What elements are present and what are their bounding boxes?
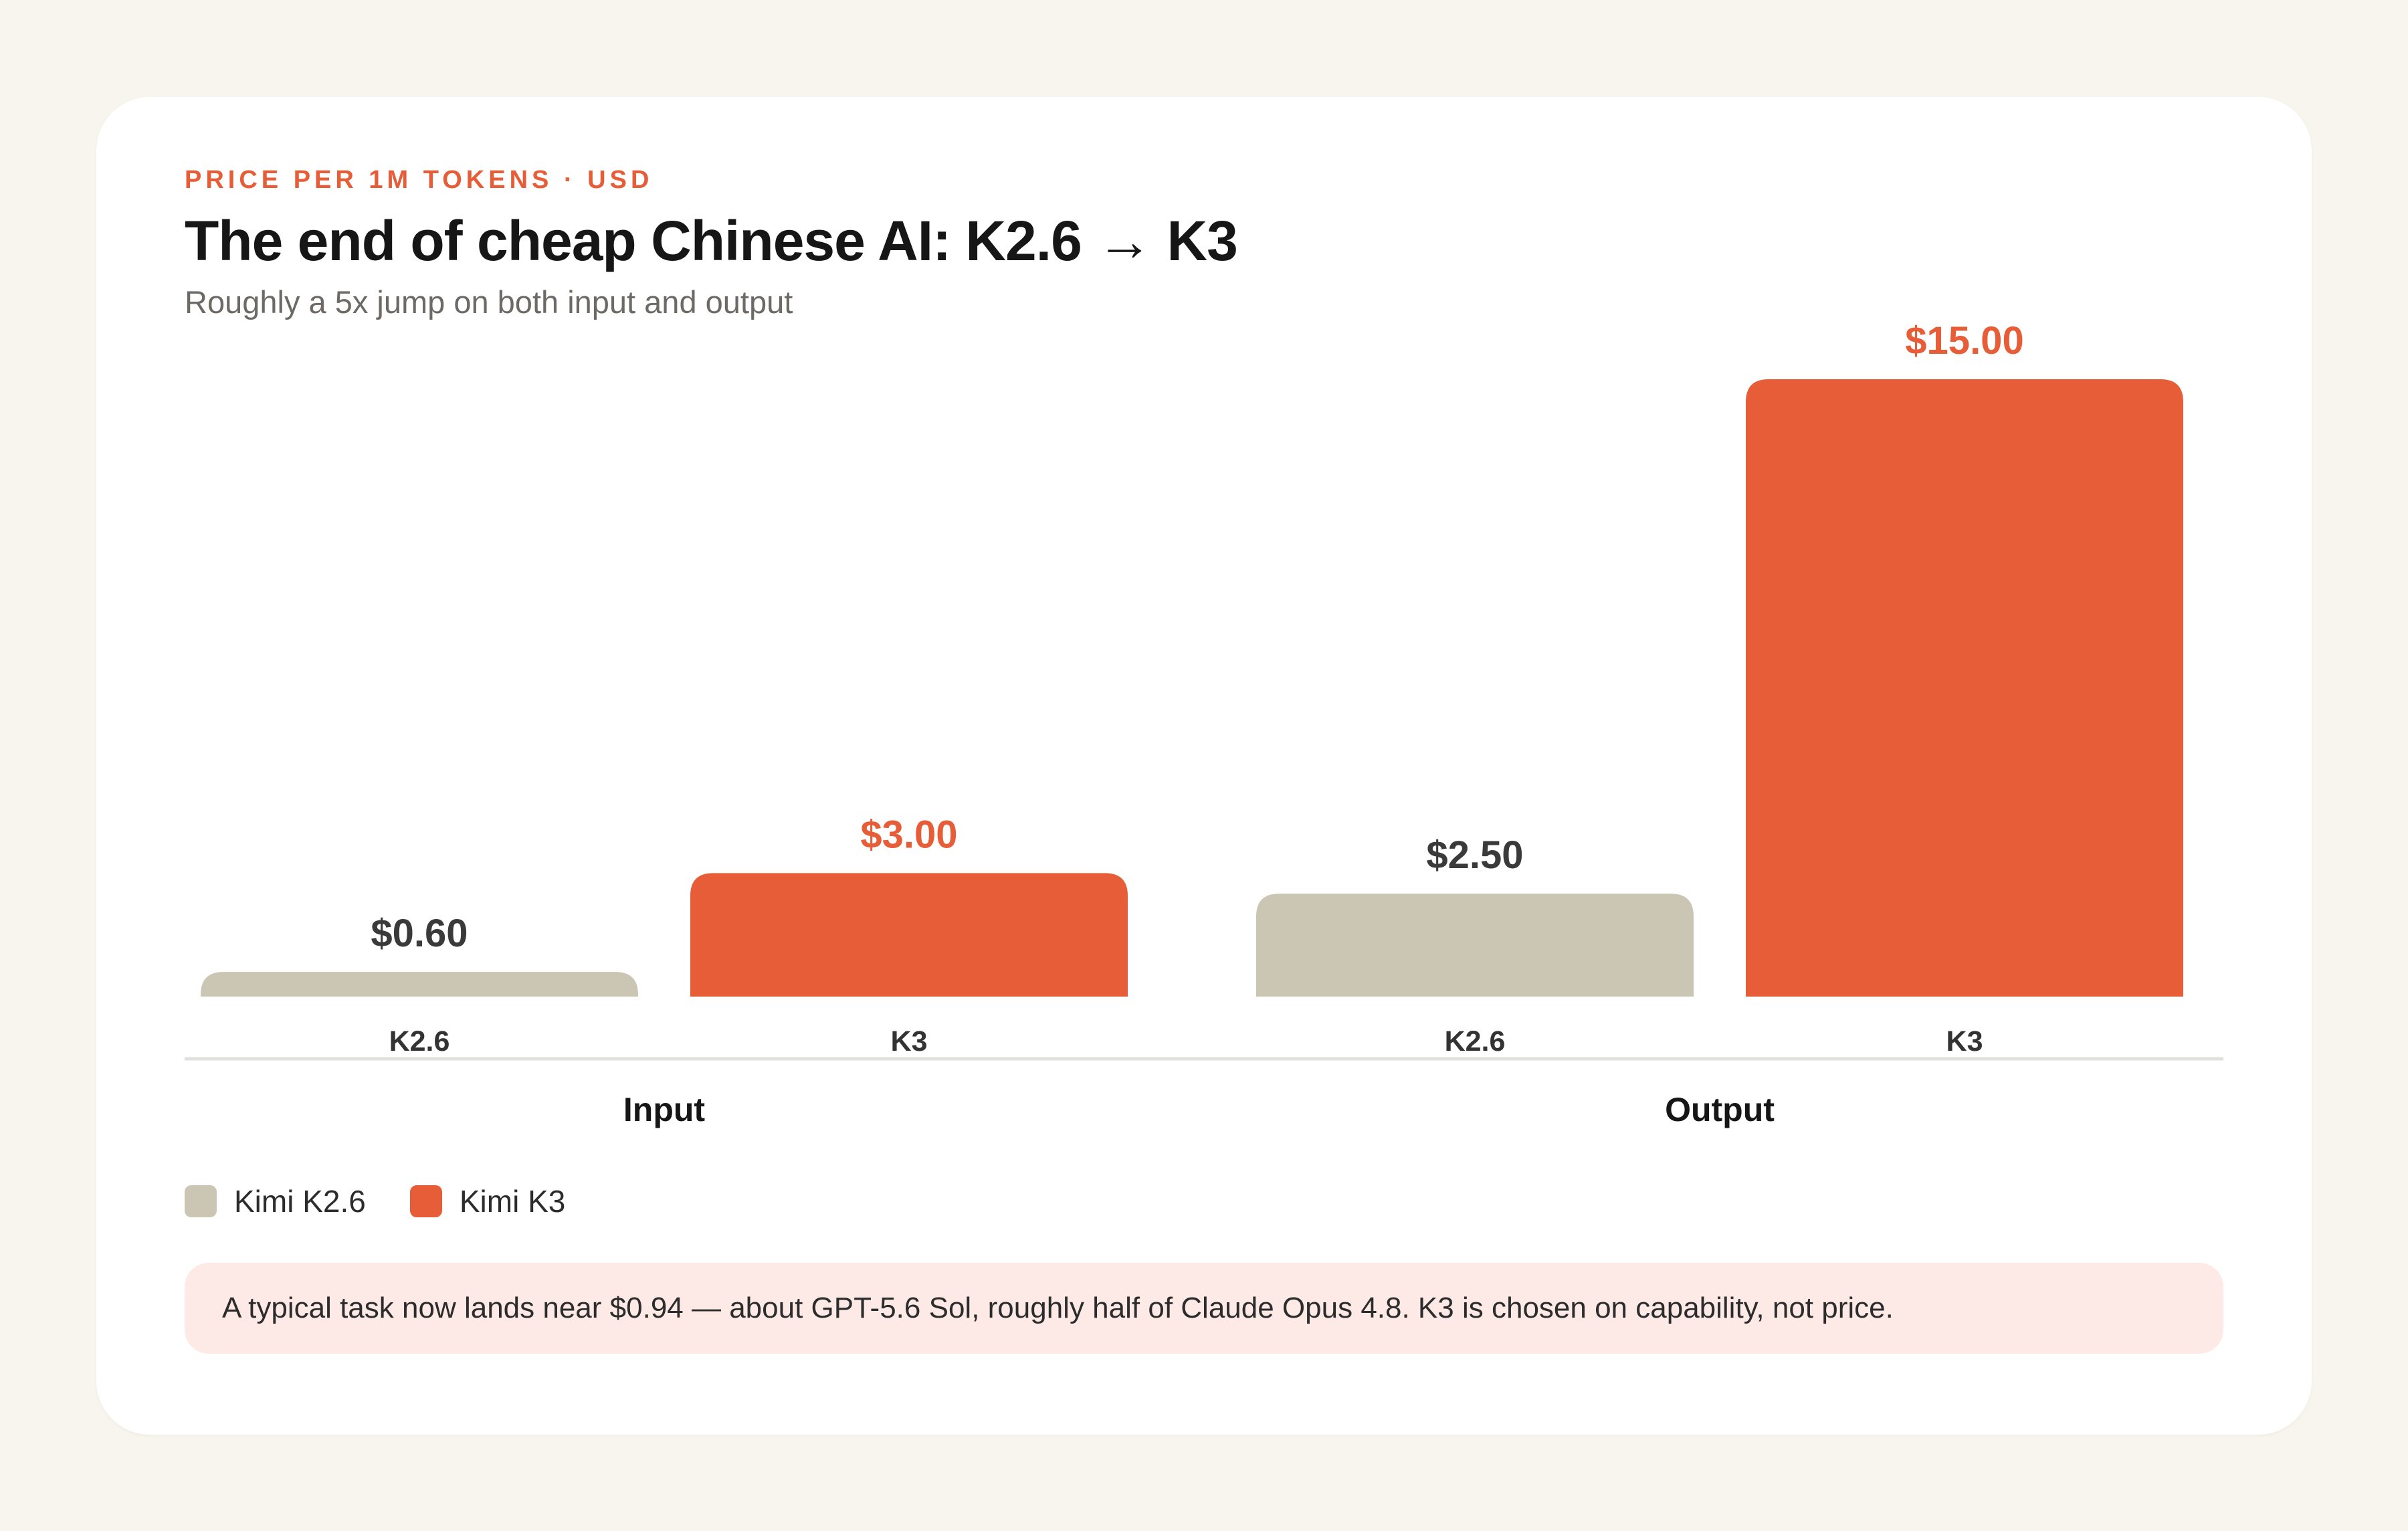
bar-input-k3 bbox=[690, 873, 1128, 997]
legend: Kimi K2.6 Kimi K3 bbox=[185, 1183, 609, 1220]
chart-kicker: PRICE PER 1M TOKENS · USD bbox=[185, 166, 654, 194]
tick-label-output-k3: K3 bbox=[1946, 1025, 1983, 1057]
legend-swatch-k26 bbox=[185, 1185, 217, 1217]
legend-item-k26: Kimi K2.6 bbox=[185, 1183, 366, 1219]
bar-output-k3 bbox=[1746, 379, 2183, 997]
value-label-input-k26: $0.60 bbox=[371, 912, 468, 955]
category-label-input: Input bbox=[623, 1091, 706, 1128]
legend-label-k26: Kimi K2.6 bbox=[234, 1184, 366, 1219]
callout-note-text: A typical task now lands near $0.94 — ab… bbox=[222, 1292, 1894, 1324]
bar-input-k26 bbox=[201, 972, 638, 997]
value-label-input-k3: $3.00 bbox=[860, 813, 957, 856]
callout-note: A typical task now lands near $0.94 — ab… bbox=[185, 1263, 2223, 1354]
legend-label-k3: Kimi K3 bbox=[459, 1184, 566, 1219]
tick-label-input-k3: K3 bbox=[891, 1025, 928, 1057]
value-label-output-k26: $2.50 bbox=[1426, 833, 1523, 877]
value-label-output-k3: $15.00 bbox=[1905, 319, 2023, 363]
tick-label-input-k26: K2.6 bbox=[389, 1025, 450, 1057]
legend-item-k3: Kimi K3 bbox=[409, 1183, 566, 1219]
tick-label-output-k26: K2.6 bbox=[1445, 1025, 1506, 1057]
chart-subtitle: Roughly a 5x jump on both input and outp… bbox=[185, 284, 793, 320]
category-label-output: Output bbox=[1665, 1091, 1775, 1128]
legend-swatch-k3 bbox=[409, 1185, 442, 1217]
chart-title: The end of cheap Chinese AI: K2.6 → K3 bbox=[185, 209, 1238, 272]
bar-output-k26 bbox=[1256, 894, 1694, 997]
